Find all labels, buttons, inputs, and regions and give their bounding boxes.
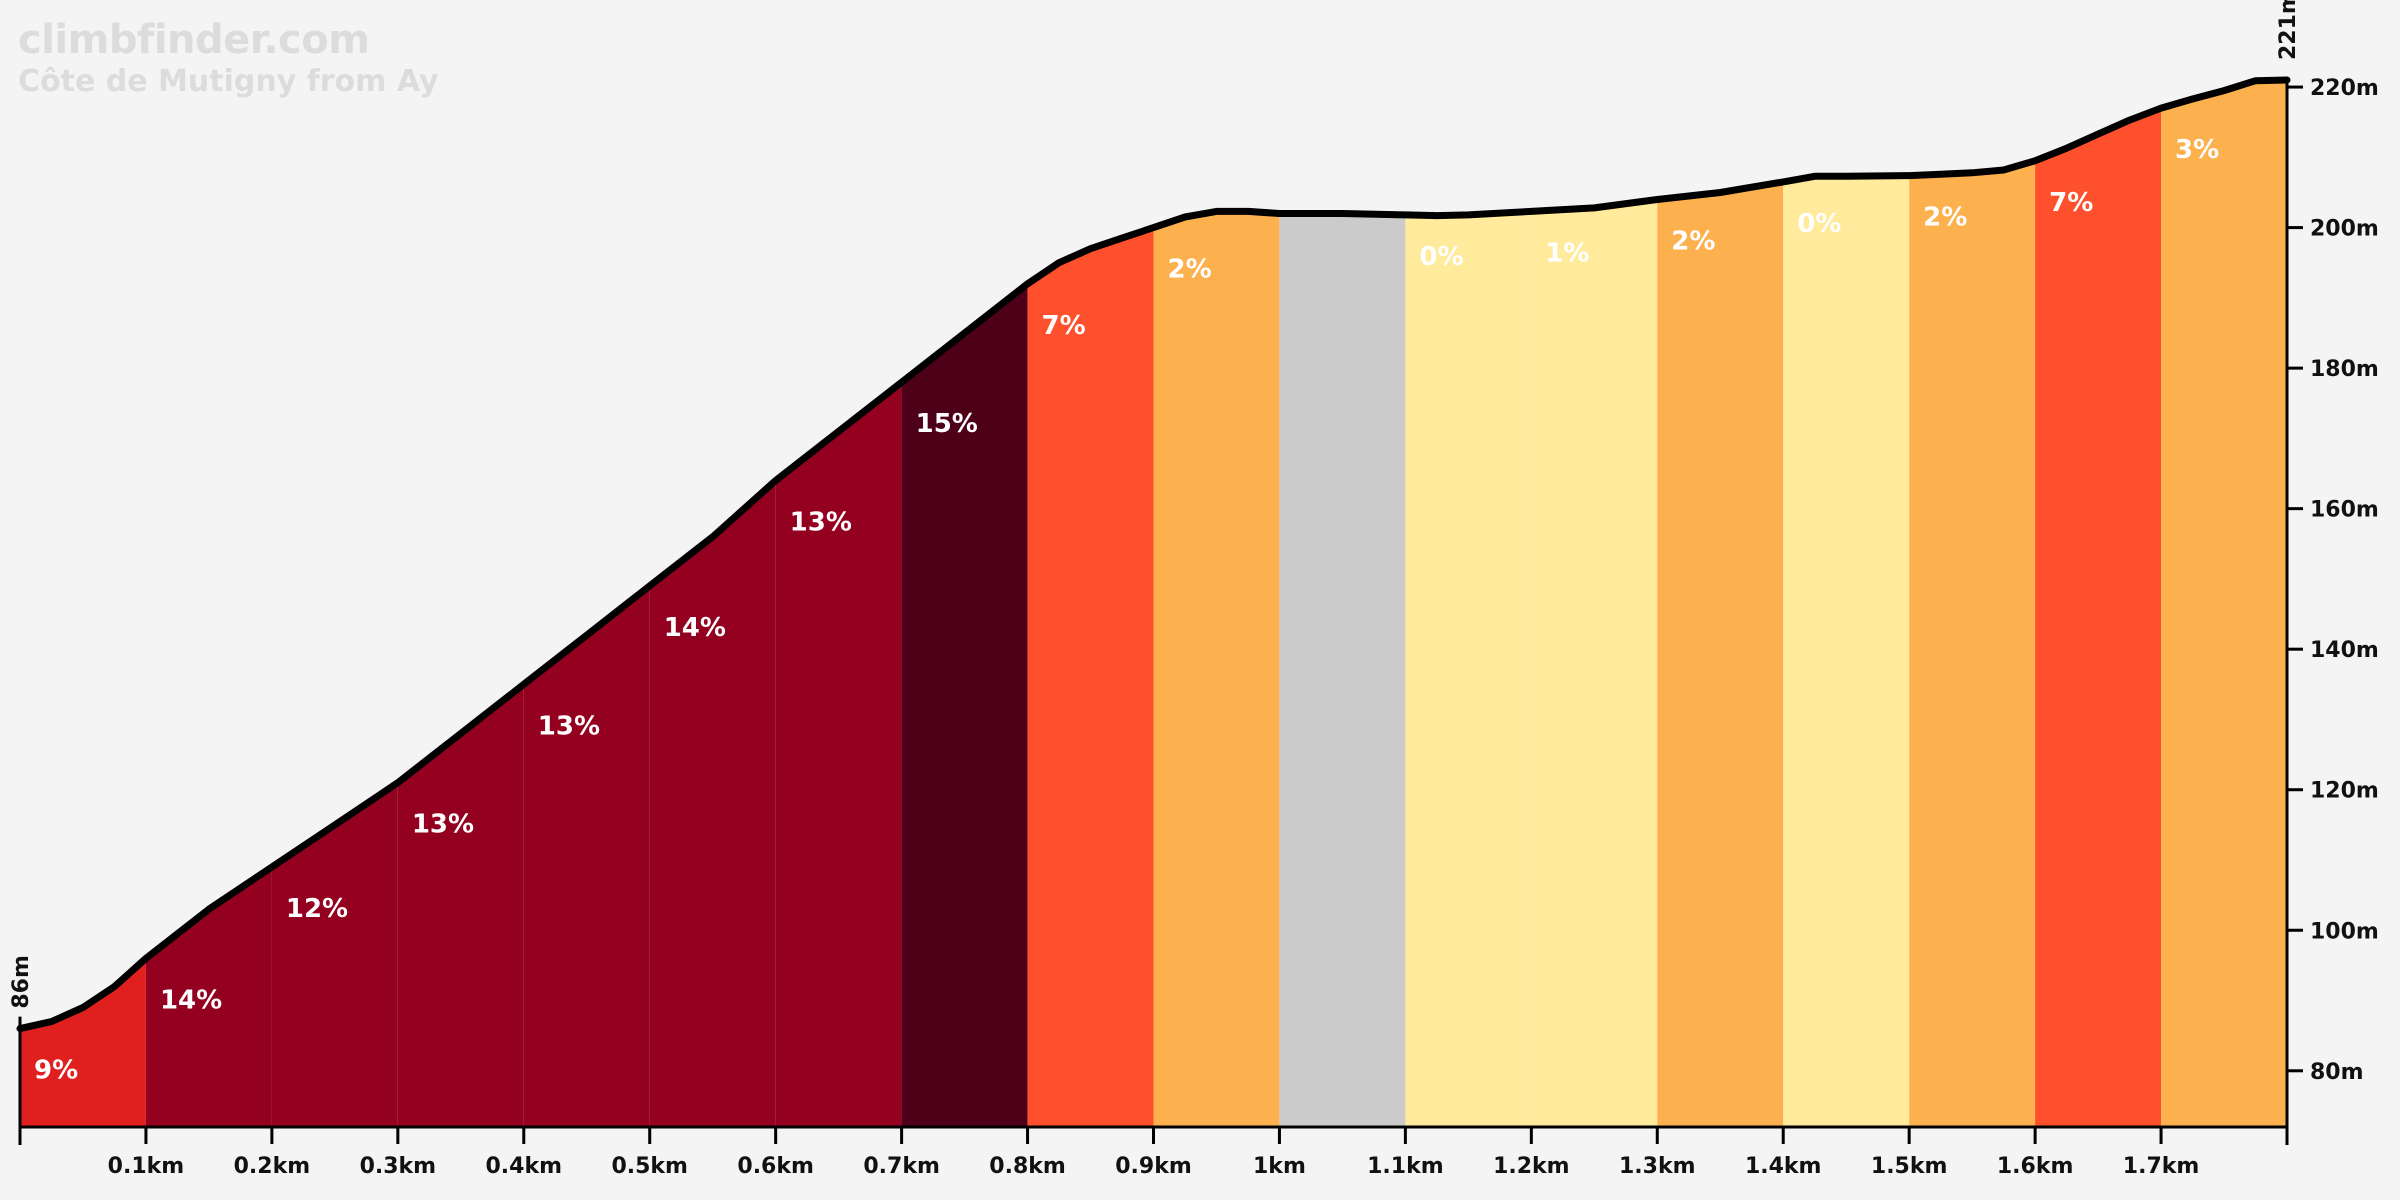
end-elevation-label: 221m bbox=[2276, 0, 2301, 60]
branding: climbfinder.com Côte de Mutigny from Ay bbox=[18, 18, 439, 100]
y-tick-label: 120m bbox=[2310, 779, 2379, 804]
x-tick-label: 0.1km bbox=[108, 1154, 185, 1179]
gradient-label-2: 12% bbox=[286, 894, 348, 924]
x-tick-label: 1.7km bbox=[2123, 1154, 2200, 1179]
gradient-label-5: 14% bbox=[664, 613, 726, 643]
gradient-segment-5 bbox=[649, 480, 776, 1127]
x-tick-label: 0.9km bbox=[1115, 1154, 1192, 1179]
x-tick-label: 1.3km bbox=[1619, 1154, 1696, 1179]
chart-axes: 0.1km 0.2km 0.3km 0.4km 0.5km 0.6km 0.7km 0.8km… bbox=[9, 0, 2379, 1179]
gradient-segment-fills bbox=[20, 80, 2287, 1128]
x-tick-label: 0.3km bbox=[360, 1154, 437, 1179]
gradient-segment-6 bbox=[775, 382, 902, 1127]
gradient-label-13: 2% bbox=[1671, 226, 1715, 256]
x-tick-label: 1.4km bbox=[1745, 1154, 1822, 1179]
gradient-label-9: 2% bbox=[1168, 255, 1212, 285]
y-tick-label: 140m bbox=[2310, 638, 2379, 663]
gradient-segment-11 bbox=[1405, 211, 1532, 1127]
x-tick-label: 0.6km bbox=[737, 1154, 814, 1179]
gradient-segment-16 bbox=[2035, 108, 2162, 1128]
y-tick-label: 180m bbox=[2310, 357, 2379, 382]
gradient-segment-9 bbox=[1153, 211, 1280, 1127]
y-tick-label: 80m bbox=[2310, 1060, 2364, 1085]
gradient-label-0: 9% bbox=[34, 1056, 78, 1086]
gradient-labels: 9% 14% 12% 13% 13% 14% 13% 15% 7% 2% 0% 1% 2% 0% 2% 7% 3… bbox=[34, 135, 2219, 1085]
x-tick-label: 0.4km bbox=[486, 1154, 563, 1179]
gradient-segment-2 bbox=[271, 782, 398, 1127]
x-tick-label: 1.1km bbox=[1367, 1154, 1444, 1179]
gradient-segment-12 bbox=[1531, 199, 1658, 1127]
gradient-label-14: 0% bbox=[1797, 209, 1841, 239]
y-tick-label: 220m bbox=[2310, 76, 2379, 101]
x-tick-label: 1.2km bbox=[1493, 1154, 1570, 1179]
site-name[interactable]: climbfinder.com bbox=[18, 17, 370, 63]
gradient-segment-0 bbox=[20, 958, 146, 1127]
gradient-segment-13 bbox=[1657, 181, 1784, 1127]
gradient-label-17: 3% bbox=[2175, 135, 2219, 165]
gradient-label-4: 13% bbox=[538, 711, 600, 741]
x-tick-label: 1.6km bbox=[1997, 1154, 2074, 1179]
y-tick-label: 100m bbox=[2310, 919, 2379, 944]
gradient-label-8: 7% bbox=[1042, 311, 1086, 341]
gradient-label-1: 14% bbox=[160, 985, 222, 1015]
gradient-label-12: 1% bbox=[1545, 238, 1589, 268]
gradient-label-6: 13% bbox=[790, 508, 852, 538]
start-elevation-label: 86m bbox=[9, 955, 34, 1009]
x-tick-label: 0.2km bbox=[234, 1154, 311, 1179]
elevation-profile-line bbox=[16, 76, 2291, 1033]
x-tick-label: 1.5km bbox=[1871, 1154, 1948, 1179]
gradient-segment-14 bbox=[1783, 175, 1910, 1128]
gradient-segment-4 bbox=[523, 585, 650, 1127]
x-tick-label: 0.8km bbox=[989, 1154, 1066, 1179]
gradient-segment-8 bbox=[1027, 227, 1154, 1128]
y-tick-label: 160m bbox=[2310, 498, 2379, 523]
gradient-label-7: 15% bbox=[916, 409, 978, 439]
gradient-segment-7 bbox=[901, 283, 1028, 1127]
gradient-segment-1 bbox=[145, 867, 272, 1127]
gradient-label-3: 13% bbox=[412, 810, 474, 840]
gradient-label-16: 7% bbox=[2049, 188, 2093, 218]
gradient-segment-17 bbox=[2161, 80, 2287, 1127]
y-tick-label: 200m bbox=[2310, 217, 2379, 242]
gradient-label-11: 0% bbox=[1419, 242, 1463, 272]
x-tick-label: 0.7km bbox=[863, 1154, 940, 1179]
gradient-segment-10 bbox=[1279, 213, 1406, 1127]
x-tick-label: 1km bbox=[1253, 1154, 1306, 1179]
x-tick-label: 0.5km bbox=[611, 1154, 688, 1179]
climb-name: Côte de Mutigny from Ay bbox=[18, 64, 439, 99]
gradient-label-15: 2% bbox=[1923, 203, 1967, 233]
gradient-segment-15 bbox=[1909, 160, 2036, 1128]
gradient-segment-3 bbox=[397, 684, 524, 1127]
